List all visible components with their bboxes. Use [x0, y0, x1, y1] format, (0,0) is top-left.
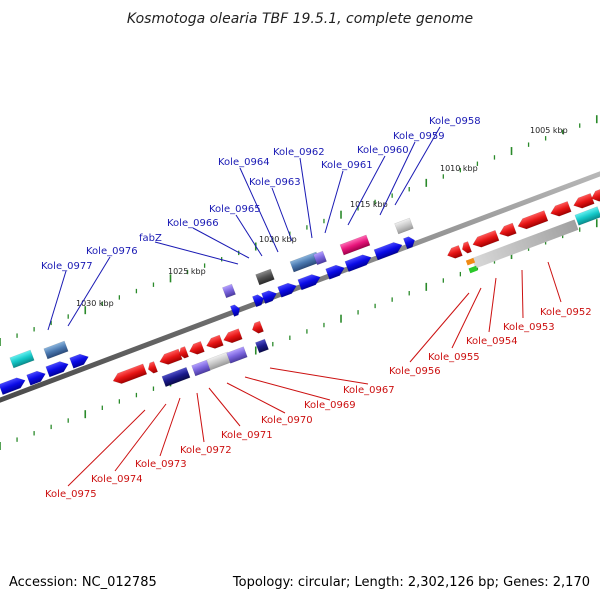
forward-gene-shape	[344, 254, 372, 273]
reverse-gene-shape	[471, 219, 579, 269]
gene-label-kole-0956: Kole_0956	[389, 366, 441, 377]
genome-backbone	[0, 171, 600, 403]
reverse-gene-shape	[465, 257, 476, 266]
gene-label-kole-0962: Kole_0962	[273, 147, 325, 158]
reverse-gene-shape	[112, 363, 148, 384]
gene-label-kole-0971: Kole_0971	[221, 430, 273, 441]
reverse-gene-shape	[191, 359, 211, 377]
kbp-label-1005: 1005 kbp	[530, 126, 568, 135]
reverse-gene-shape	[147, 361, 159, 374]
reverse-gene-shape	[468, 265, 478, 274]
reverse-gene-shape	[550, 201, 572, 217]
reverse-gene-shape	[499, 222, 517, 237]
kbp-label-1020: 1020 kbp	[259, 235, 297, 244]
reverse-gene-shape	[223, 328, 243, 344]
gene-label-kole-0975: Kole_0975	[45, 489, 97, 500]
forward-gene-shape	[0, 377, 26, 396]
gene-label-kole-0976: Kole_0976	[86, 246, 138, 257]
reverse-gene-shape	[159, 348, 183, 365]
gene-label-kole-0959: Kole_0959	[393, 131, 445, 142]
gene-label-kole-0961: Kole_0961	[321, 160, 373, 171]
gene-label-kole-0970: Kole_0970	[261, 415, 313, 426]
reverse-gene-shape	[252, 320, 264, 334]
forward-gene-shape	[261, 290, 277, 304]
forward-gene-shape	[45, 361, 69, 378]
kbp-label-1015: 1015 kbp	[350, 200, 388, 209]
reverse-gene-shape	[472, 229, 500, 248]
gene-label-kole-0958: Kole_0958	[429, 116, 481, 127]
forward-gene-shape	[339, 234, 371, 256]
gene-features	[0, 188, 600, 396]
forward-gene-labels: Kole_0958 Kole_0959 Kole_0960 Kole_0961 …	[41, 116, 481, 331]
gene-label-kole-0963: Kole_0963	[249, 177, 301, 188]
gene-label-kole-0973: Kole_0973	[135, 459, 187, 470]
gene-label-fabz: fabZ	[139, 233, 162, 244]
forward-gene-shape	[26, 370, 46, 386]
forward-gene-shape	[69, 353, 89, 369]
reverse-gene-shape	[447, 245, 463, 259]
gene-label-kole-0974: Kole_0974	[91, 474, 143, 485]
kbp-label-1030: 1030 kbp	[76, 299, 114, 308]
kbp-label-1025: 1025 kbp	[168, 267, 206, 276]
reverse-gene-shape	[591, 188, 600, 202]
forward-gene-shape	[313, 250, 327, 266]
forward-gene-shape	[222, 283, 236, 299]
gene-label-kole-0972: Kole_0972	[180, 445, 232, 456]
forward-gene-shape	[9, 349, 35, 369]
gene-label-kole-0954: Kole_0954	[466, 336, 518, 347]
forward-gene-shape	[277, 282, 297, 298]
reverse-gene-shape	[573, 193, 595, 209]
reverse-gene-shape	[206, 334, 224, 349]
reverse-gene-shape	[178, 346, 190, 359]
forward-gene-shape	[297, 274, 321, 291]
reverse-gene-shape	[255, 338, 269, 354]
reverse-gene-labels: Kole_0952 Kole_0953 Kole_0954 Kole_0955 …	[45, 261, 592, 500]
accession-text: Accession: NC_012785	[9, 575, 157, 590]
forward-gene-shape	[255, 268, 275, 286]
gene-label-kole-0966: Kole_0966	[167, 218, 219, 229]
reverse-gene-shape	[517, 210, 549, 230]
diagram-title: Kosmotoga olearia TBF 19.5.1, complete g…	[127, 11, 473, 27]
forward-gene-shape	[43, 340, 69, 360]
gene-label-kole-0952: Kole_0952	[540, 307, 592, 318]
reverse-gene-shape	[574, 206, 600, 226]
forward-gene-shape	[325, 264, 345, 280]
reverse-gene-shape	[461, 241, 473, 254]
reverse-gene-shape	[189, 341, 205, 355]
gene-label-kole-0960: Kole_0960	[357, 145, 409, 156]
reverse-gene-shape	[161, 366, 191, 388]
forward-gene-shape	[229, 304, 241, 317]
gene-label-kole-0969: Kole_0969	[304, 400, 356, 411]
forward-gene-shape	[403, 236, 415, 250]
gene-label-kole-0964: Kole_0964	[218, 157, 270, 168]
forward-gene-shape	[394, 217, 414, 235]
reverse-gene-shape	[226, 346, 248, 364]
gene-label-kole-0955: Kole_0955	[428, 352, 480, 363]
genome-summary-text: Topology: circular; Length: 2,302,126 bp…	[232, 575, 590, 590]
gene-label-kole-0967: Kole_0967	[343, 385, 395, 396]
gene-label-kole-0977: Kole_0977	[41, 261, 93, 272]
kbp-label-1010: 1010 kbp	[440, 164, 478, 173]
gene-label-kole-0965: Kole_0965	[209, 204, 261, 215]
forward-gene-shape	[373, 242, 403, 261]
gene-label-kole-0953: Kole_0953	[503, 322, 555, 333]
forward-gene-shape	[252, 294, 264, 308]
